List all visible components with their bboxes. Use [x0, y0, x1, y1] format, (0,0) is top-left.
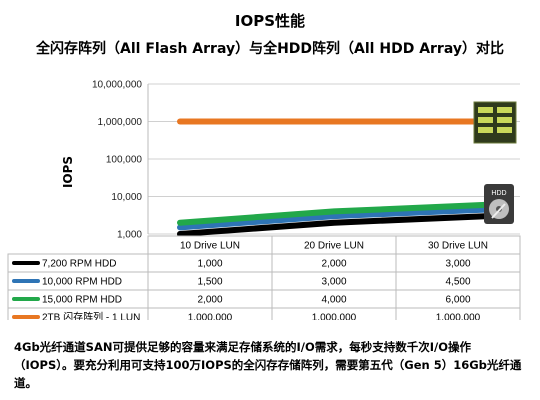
legend-label: 15,000 RPM HDD [42, 295, 122, 306]
series-line [177, 206, 491, 231]
y-tick-label: 10,000 [111, 192, 142, 203]
data-cell: 3,000 [445, 259, 470, 270]
y-tick-labels: 1,000 10,000 100,000 1,000,000 10,000,000 [92, 80, 142, 241]
series-line [177, 201, 491, 226]
legend-label: 7,200 RPM HDD [42, 259, 116, 270]
data-cell: 2,000 [321, 259, 346, 270]
data-cell: 4,000 [321, 295, 346, 306]
data-table: 10 Drive LUN 20 Drive LUN 30 Drive LUN 7,20… [7, 235, 521, 321]
legend-label: 2TB 闪存阵列 - 1 LUN [42, 311, 140, 321]
y-tick-label: 1,000,000 [98, 117, 143, 128]
data-cell: 6,000 [445, 295, 470, 306]
category-label: 10 Drive LUN [180, 241, 240, 252]
series-line [177, 213, 491, 237]
data-cell: 1,000,000 [312, 313, 357, 321]
y-tick-label: 1,000 [117, 230, 142, 241]
iops-chart: 1,000 10,000 100,000 1,000,000 10,000,000 IO… [7, 80, 521, 321]
data-cell: 1,500 [197, 277, 222, 288]
data-cell: 1,000,000 [436, 313, 481, 321]
slide-title: IOPS性能 [234, 12, 306, 30]
y-tick-label: 100,000 [106, 155, 143, 166]
slide-subtitle: 全闪存阵列（All Flash Array）与全HDD阵列（All HDD Ar… [36, 41, 504, 57]
data-cell: 4,500 [445, 277, 470, 288]
data-cell: 1,000 [197, 259, 222, 270]
series-lines [177, 118, 491, 237]
y-tick-label: 10,000,000 [92, 80, 142, 91]
flash-array-icon [473, 101, 517, 144]
hdd-icon-label: HDD [491, 190, 506, 197]
y-axis-label: IOPS [61, 156, 75, 188]
data-cell: 1,000,000 [188, 313, 233, 321]
caption-text: 4Gb光纤通道SAN可提供足够的容量来满足存储系统的I/O需求，每秒支持数千次I… [14, 340, 522, 390]
legend-label: 10,000 RPM HDD [42, 277, 122, 288]
data-cell: 2,000 [197, 295, 222, 306]
data-cell: 3,000 [321, 277, 346, 288]
category-label: 30 Drive LUN [428, 241, 488, 252]
category-label: 20 Drive LUN [304, 241, 364, 252]
hdd-icon: HDD [484, 184, 514, 224]
